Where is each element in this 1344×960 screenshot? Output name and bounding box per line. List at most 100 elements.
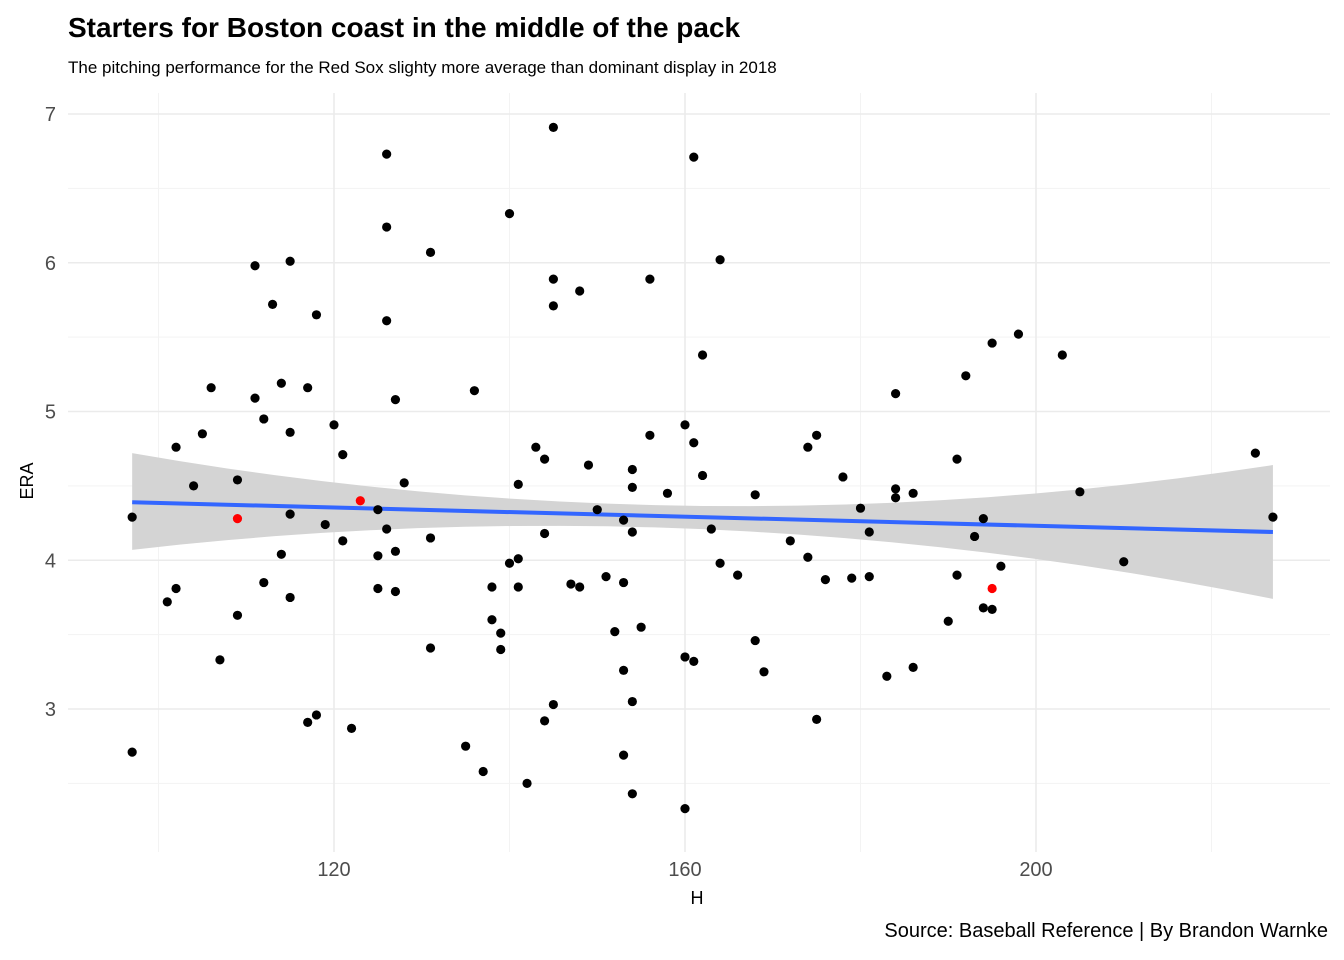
data-point — [891, 493, 901, 503]
data-point — [627, 789, 637, 799]
data-point — [531, 442, 541, 452]
y-tick-label: 6 — [45, 253, 56, 275]
data-point — [575, 286, 585, 296]
data-point — [706, 524, 716, 534]
data-point — [171, 583, 181, 594]
data-point — [390, 546, 401, 556]
data-point — [636, 622, 646, 632]
data-point — [338, 450, 348, 460]
chart-subtitle: The pitching performance for the Red Sox… — [68, 58, 777, 77]
y-tick-label: 3 — [45, 699, 56, 721]
data-point — [548, 274, 558, 284]
data-point — [891, 484, 901, 494]
data-point — [285, 427, 295, 437]
data-point — [662, 488, 673, 498]
data-point — [267, 299, 278, 309]
data-point — [461, 741, 471, 751]
data-point — [478, 766, 488, 777]
data-point — [908, 488, 918, 498]
data-point — [864, 572, 874, 582]
data-point — [680, 420, 690, 430]
data-point — [487, 615, 497, 625]
data-point — [311, 310, 322, 320]
data-point — [627, 482, 637, 492]
data-point — [855, 503, 866, 513]
y-axis-title: ERA — [17, 462, 37, 499]
data-point — [645, 274, 655, 284]
data-point — [618, 665, 629, 675]
data-point — [715, 558, 725, 568]
data-point — [504, 209, 515, 219]
data-point — [996, 561, 1006, 571]
data-point — [961, 371, 971, 381]
data-point — [969, 531, 980, 542]
x-axis-title: H — [691, 888, 704, 908]
data-point — [680, 652, 690, 662]
data-point — [733, 570, 743, 580]
data-point — [285, 256, 295, 266]
data-point — [373, 505, 383, 515]
data-point — [1075, 487, 1085, 497]
data-point — [618, 750, 629, 760]
data-point — [812, 714, 822, 725]
y-tick-label: 4 — [45, 550, 56, 572]
data-point — [592, 505, 602, 515]
data-point — [382, 149, 392, 159]
data-point — [496, 628, 506, 638]
data-point — [838, 472, 848, 482]
data-point — [891, 389, 901, 399]
data-point — [618, 577, 629, 588]
data-point — [522, 778, 532, 788]
data-point — [346, 723, 357, 733]
data-point — [803, 552, 813, 562]
data-point — [864, 527, 874, 537]
data-point — [540, 454, 550, 464]
grid-lines — [68, 93, 1330, 852]
data-point — [689, 656, 699, 667]
data-point — [127, 512, 137, 522]
data-point — [645, 430, 655, 440]
data-point — [276, 549, 286, 559]
data-point — [540, 716, 550, 726]
data-point — [303, 383, 313, 393]
data-point — [382, 524, 392, 534]
data-point — [373, 551, 383, 561]
data-point — [1013, 329, 1024, 339]
data-point — [215, 655, 225, 665]
data-point — [1057, 350, 1067, 360]
data-point — [689, 438, 699, 448]
data-point — [276, 378, 286, 388]
data-point — [610, 627, 620, 637]
data-point — [504, 558, 515, 568]
data-point — [987, 604, 997, 614]
data-point-highlight — [987, 583, 997, 594]
y-tick-label: 7 — [45, 104, 56, 126]
data-point — [987, 338, 997, 348]
data-point — [513, 479, 523, 489]
x-tick-label: 160 — [668, 859, 701, 881]
data-point — [1250, 448, 1260, 458]
data-point — [820, 574, 831, 585]
data-point — [697, 350, 708, 360]
data-point — [697, 470, 708, 481]
data-point — [548, 699, 558, 710]
data-point — [303, 717, 313, 727]
data-point — [952, 570, 962, 580]
data-point — [750, 635, 760, 646]
data-point — [847, 573, 857, 583]
data-point — [329, 420, 339, 430]
data-points — [127, 122, 1278, 814]
data-point — [1119, 557, 1129, 567]
x-tick-label: 120 — [317, 859, 350, 881]
data-point — [812, 430, 822, 440]
data-point — [548, 122, 558, 132]
data-point — [425, 247, 436, 257]
data-point — [978, 514, 988, 524]
data-point — [513, 582, 523, 592]
data-point — [952, 454, 962, 464]
data-point — [750, 490, 760, 500]
data-point — [390, 586, 401, 597]
data-point — [382, 222, 392, 232]
data-point — [618, 515, 629, 525]
